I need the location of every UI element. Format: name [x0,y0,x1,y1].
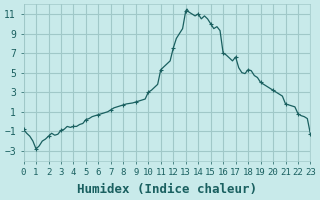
X-axis label: Humidex (Indice chaleur): Humidex (Indice chaleur) [77,183,257,196]
